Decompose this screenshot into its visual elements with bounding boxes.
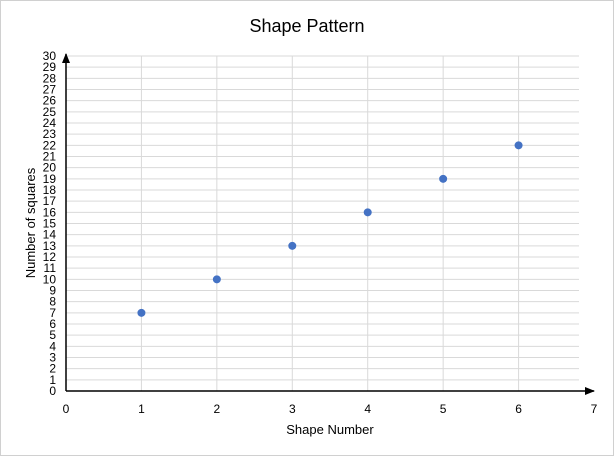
- y-tick-label: 3: [49, 351, 56, 365]
- y-tick-label: 1: [49, 373, 56, 387]
- y-tick-label: 0: [49, 384, 56, 398]
- y-tick-label: 7: [49, 306, 56, 320]
- y-tick-label: 12: [43, 250, 57, 264]
- y-tick-label: 19: [43, 172, 57, 186]
- axes: [62, 53, 595, 395]
- y-tick-label: 5: [49, 328, 56, 342]
- y-tick-label: 8: [49, 295, 56, 309]
- x-tick-label: 5: [440, 402, 447, 416]
- y-tick-label: 28: [43, 71, 57, 85]
- y-tick-label: 21: [43, 150, 57, 164]
- y-tick-label: 13: [43, 239, 57, 253]
- y-tick-label: 2: [49, 362, 56, 376]
- y-tick-label: 11: [44, 261, 57, 275]
- data-point: [439, 174, 448, 183]
- x-tick-label: 3: [289, 402, 296, 416]
- x-tick-label: 0: [63, 402, 70, 416]
- y-tick-label: 9: [49, 284, 56, 298]
- y-tick-label: 10: [43, 272, 57, 286]
- y-tick-label: 4: [49, 339, 56, 353]
- x-tick-label: 1: [138, 402, 145, 416]
- y-tick-label: 15: [43, 217, 57, 231]
- y-tick-label: 23: [43, 127, 57, 141]
- y-tick-label: 6: [49, 317, 56, 331]
- data-point: [137, 308, 146, 317]
- data-point: [212, 275, 221, 284]
- y-tick-label: 20: [43, 161, 57, 175]
- y-tick-label: 18: [43, 183, 57, 197]
- y-tick-label: 29: [43, 60, 57, 74]
- tick-labels: 0123456789101112131415161718192021222324…: [43, 49, 598, 416]
- data-point: [288, 241, 297, 250]
- x-tick-label: 7: [591, 402, 598, 416]
- x-tick-label: 2: [214, 402, 221, 416]
- gridlines: [66, 55, 579, 391]
- y-tick-label: 24: [43, 116, 57, 130]
- y-tick-label: 26: [43, 94, 57, 108]
- data-point: [363, 208, 372, 217]
- y-tick-label: 17: [43, 194, 57, 208]
- y-tick-label: 22: [43, 138, 57, 152]
- chart-title: Shape Pattern: [249, 16, 364, 36]
- x-axis-title: Shape Number: [286, 422, 374, 437]
- data-point: [514, 141, 523, 150]
- y-tick-label: 27: [43, 83, 57, 97]
- data-points: [137, 141, 523, 317]
- y-axis-title: Number of squares: [23, 167, 38, 278]
- y-tick-label: 30: [43, 49, 57, 63]
- y-tick-label: 25: [43, 105, 57, 119]
- y-tick-label: 16: [43, 205, 57, 219]
- x-tick-label: 4: [364, 402, 371, 416]
- x-tick-label: 6: [515, 402, 522, 416]
- y-tick-label: 14: [43, 228, 57, 242]
